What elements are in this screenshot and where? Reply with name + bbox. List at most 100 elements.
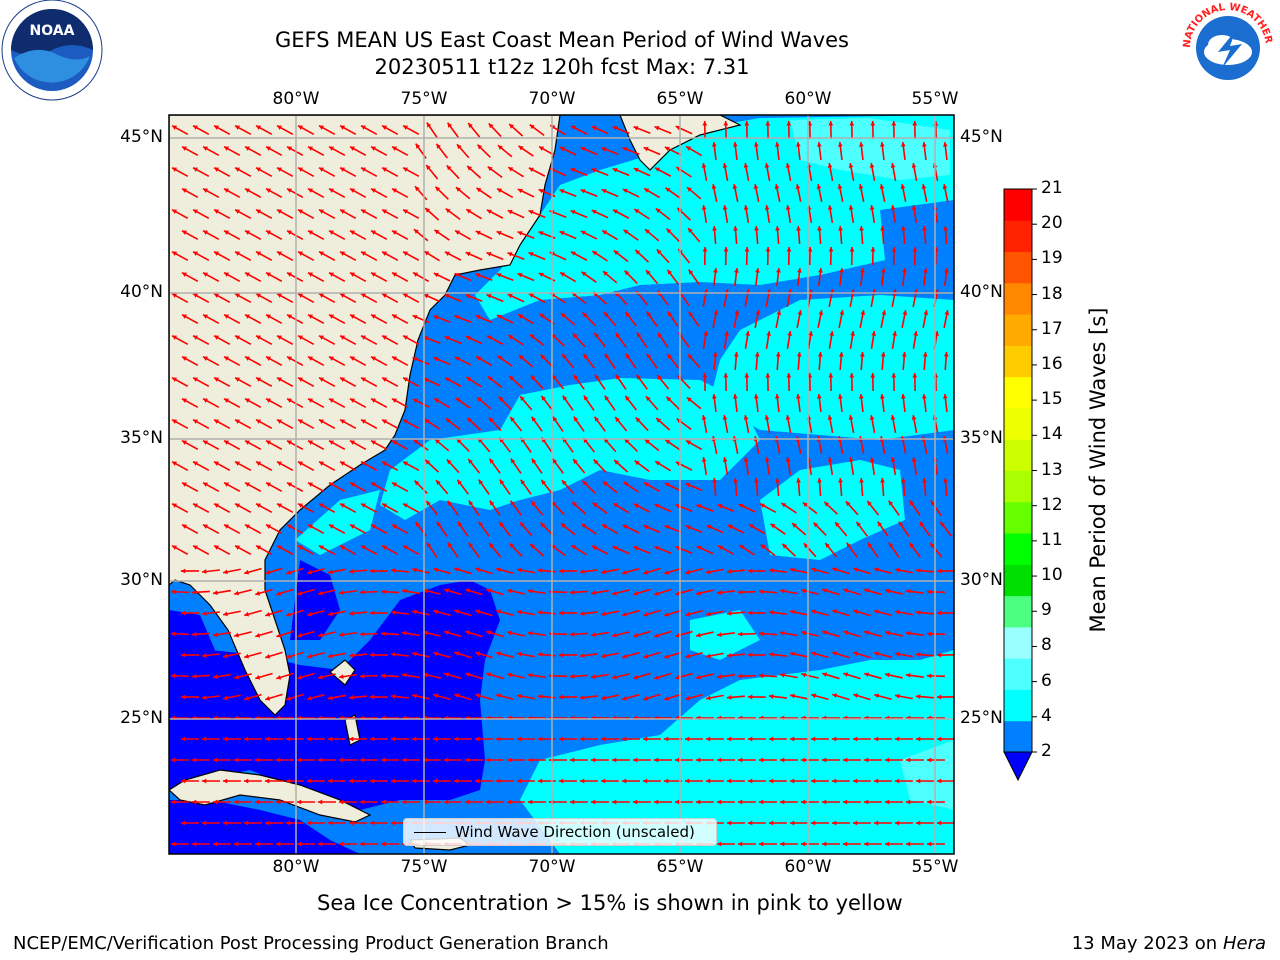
wind-wave-arrow — [327, 778, 346, 784]
wind-wave-arrow — [884, 672, 903, 679]
wind-wave-arrow — [447, 542, 459, 558]
wind-wave-arrow — [255, 166, 273, 178]
wind-wave-arrow — [915, 820, 934, 826]
wind-wave-arrow — [624, 395, 638, 411]
wind-wave-arrow — [922, 225, 927, 245]
wind-wave-arrow — [911, 415, 918, 433]
wind-wave-arrow — [465, 251, 483, 261]
wind-wave-arrow — [537, 736, 556, 742]
wind-wave-arrow — [276, 544, 294, 556]
wind-wave-arrow — [880, 310, 887, 328]
wind-wave-arrow — [191, 589, 210, 595]
wind-wave-arrow — [517, 272, 535, 282]
wind-wave-arrow — [529, 333, 545, 347]
wind-wave-arrow — [654, 588, 672, 596]
wind-wave-arrow — [842, 841, 861, 847]
wind-wave-arrow — [859, 225, 864, 245]
wind-wave-arrow — [222, 820, 241, 826]
wind-wave-arrow — [622, 481, 639, 493]
wind-wave-arrow — [202, 481, 220, 493]
wind-wave-arrow — [842, 757, 861, 763]
wind-wave-arrow — [467, 458, 481, 474]
wind-wave-arrow — [433, 609, 451, 617]
colorbar-segment — [1004, 189, 1032, 221]
wind-wave-arrow — [572, 374, 585, 390]
wind-wave-arrow — [900, 393, 906, 413]
wind-wave-arrow — [758, 757, 777, 763]
wind-wave-arrow — [758, 799, 777, 805]
wind-wave-arrow — [390, 694, 409, 699]
wind-wave-arrow — [645, 395, 659, 411]
wind-wave-arrow — [768, 610, 787, 615]
wind-wave-arrow — [306, 693, 325, 701]
wind-wave-arrow — [381, 208, 399, 220]
wind-wave-arrow — [255, 588, 273, 596]
wind-wave-arrow — [401, 757, 420, 763]
wind-wave-arrow — [528, 209, 546, 219]
wind-wave-arrow — [775, 310, 782, 328]
wind-wave-arrow — [785, 204, 792, 224]
wind-wave-arrow — [255, 208, 273, 220]
wind-wave-arrow — [454, 314, 472, 324]
wind-wave-arrow — [921, 393, 927, 413]
wind-wave-arrow — [738, 544, 755, 556]
wind-wave-arrow — [192, 460, 210, 472]
wind-wave-arrow — [821, 841, 840, 847]
wind-wave-arrow — [454, 229, 472, 241]
wind-wave-arrow — [558, 694, 577, 700]
wind-wave-arrow — [318, 334, 336, 346]
wind-wave-arrow — [939, 521, 953, 537]
lat-label-right-35n: 35°N — [960, 428, 1003, 448]
wind-wave-arrow — [171, 418, 189, 430]
wind-wave-arrow — [611, 673, 630, 680]
wind-wave-arrow — [810, 778, 829, 784]
wind-wave-arrow — [747, 568, 766, 574]
wind-wave-arrow — [243, 736, 262, 742]
wind-wave-arrow — [180, 568, 199, 574]
wind-wave-arrow — [614, 332, 627, 348]
wind-wave-arrow — [328, 523, 346, 535]
colorbar — [1003, 188, 1037, 782]
wind-wave-arrow — [222, 610, 241, 617]
wind-wave-arrow — [571, 501, 587, 515]
wind-wave-arrow — [360, 166, 378, 178]
wind-wave-arrow — [779, 757, 798, 763]
lat-label-left-45n: 45°N — [120, 127, 163, 147]
wind-wave-arrow — [540, 479, 554, 495]
wind-wave-arrow — [475, 609, 493, 617]
noaa-logo-text: NOAA — [30, 23, 75, 39]
wind-wave-arrow — [733, 225, 738, 245]
wind-wave-arrow — [674, 757, 693, 763]
wind-wave-arrow — [497, 144, 513, 158]
wind-wave-arrow — [467, 122, 481, 138]
wind-wave-arrow — [381, 418, 399, 430]
wind-wave-arrow — [643, 609, 661, 617]
wind-wave-arrow — [877, 521, 889, 537]
wind-wave-arrow — [919, 521, 931, 537]
wind-wave-arrow — [706, 524, 724, 534]
wind-wave-arrow — [454, 651, 472, 659]
wind-wave-arrow — [192, 502, 210, 514]
wind-wave-arrow — [244, 693, 262, 701]
wind-wave-arrow — [307, 145, 325, 157]
wind-wave-arrow — [465, 293, 483, 303]
wind-wave-arrow — [286, 567, 304, 575]
wind-wave-arrow — [487, 375, 503, 389]
wind-wave-arrow — [733, 310, 740, 328]
wind-wave-arrow — [558, 610, 577, 616]
wind-wave-arrow — [202, 397, 220, 409]
wind-wave-arrow — [758, 673, 777, 679]
wind-wave-arrow — [642, 736, 661, 742]
wind-wave-arrow — [520, 479, 532, 495]
wind-wave-arrow — [425, 500, 439, 516]
wind-wave-arrow — [455, 397, 471, 409]
wind-wave-arrow — [191, 631, 210, 637]
wind-wave-arrow — [234, 544, 252, 556]
wind-wave-arrow — [391, 481, 409, 493]
wind-wave-arrow — [265, 693, 283, 701]
wind-wave-arrow — [213, 544, 231, 556]
wind-wave-arrow — [702, 372, 708, 392]
wind-wave-arrow — [286, 145, 304, 157]
wind-wave-arrow — [475, 230, 493, 240]
wind-wave-arrow — [551, 374, 565, 390]
